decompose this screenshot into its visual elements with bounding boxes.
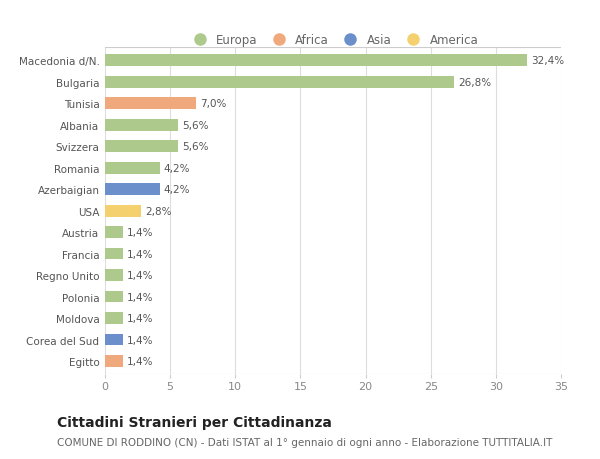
Bar — [105, 227, 123, 239]
Text: 4,2%: 4,2% — [164, 163, 190, 173]
Text: 1,4%: 1,4% — [127, 356, 154, 366]
Bar — [105, 184, 160, 196]
Bar — [105, 55, 527, 67]
Bar — [105, 269, 123, 281]
Bar — [105, 334, 123, 346]
Bar — [105, 119, 178, 131]
Text: 32,4%: 32,4% — [531, 56, 564, 66]
Text: 4,2%: 4,2% — [164, 185, 190, 195]
Text: 7,0%: 7,0% — [200, 99, 226, 109]
Text: 1,4%: 1,4% — [127, 270, 154, 280]
Bar — [105, 162, 160, 174]
Bar — [105, 98, 196, 110]
Legend: Europa, Africa, Asia, America: Europa, Africa, Asia, America — [185, 31, 481, 49]
Text: 1,4%: 1,4% — [127, 292, 154, 302]
Bar — [105, 355, 123, 367]
Bar — [105, 248, 123, 260]
Bar — [105, 205, 142, 217]
Text: 1,4%: 1,4% — [127, 335, 154, 345]
Text: 26,8%: 26,8% — [458, 78, 491, 88]
Text: 5,6%: 5,6% — [182, 120, 208, 130]
Text: 1,4%: 1,4% — [127, 228, 154, 238]
Text: 1,4%: 1,4% — [127, 313, 154, 323]
Text: Cittadini Stranieri per Cittadinanza: Cittadini Stranieri per Cittadinanza — [57, 415, 332, 429]
Bar — [105, 313, 123, 324]
Text: COMUNE DI RODDINO (CN) - Dati ISTAT al 1° gennaio di ogni anno - Elaborazione TU: COMUNE DI RODDINO (CN) - Dati ISTAT al 1… — [57, 437, 553, 447]
Text: 2,8%: 2,8% — [145, 206, 172, 216]
Bar — [105, 141, 178, 153]
Bar — [105, 291, 123, 303]
Text: 5,6%: 5,6% — [182, 142, 208, 152]
Bar — [105, 77, 454, 89]
Text: 1,4%: 1,4% — [127, 249, 154, 259]
